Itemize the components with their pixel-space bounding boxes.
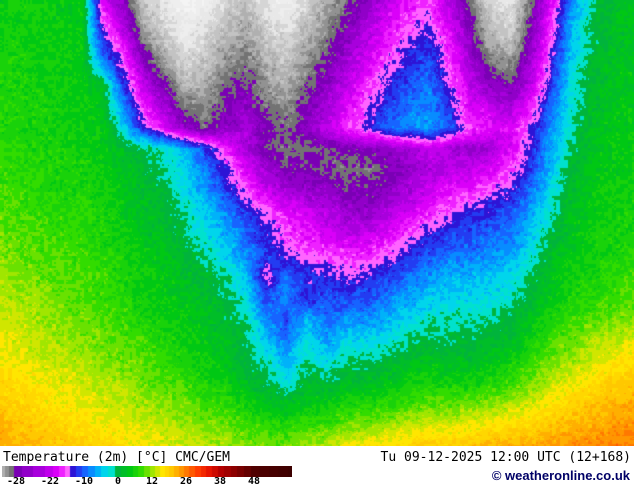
legend-tick: -28 — [6, 476, 26, 487]
legend-tick: 26 — [179, 476, 193, 487]
copyright-link[interactable]: © weatheronline.co.uk — [491, 468, 630, 483]
legend: -28 -22 -10 0 12 26 38 48 © weatheronline.co.uk — [0, 465, 634, 487]
valid-time: Tu 09-12-2025 12:00 UTC (12+168) — [380, 450, 631, 465]
legend-ticks: -28 -22 -10 0 12 26 38 48 — [2, 477, 292, 487]
footer: Temperature (2m) [°C] CMC/GEM Tu 09-12-2… — [0, 446, 634, 490]
map-title: Temperature (2m) [°C] CMC/GEM — [3, 450, 230, 465]
legend-tick: -22 — [40, 476, 60, 487]
legend-tick: 0 — [114, 476, 122, 487]
legend-tick: 48 — [247, 476, 261, 487]
legend-colorbar — [2, 466, 292, 477]
legend-tick: 12 — [145, 476, 159, 487]
footer-title-row: Temperature (2m) [°C] CMC/GEM Tu 09-12-2… — [0, 446, 634, 465]
legend-tick: -10 — [74, 476, 94, 487]
legend-tick: 38 — [213, 476, 227, 487]
temperature-map — [0, 0, 634, 446]
